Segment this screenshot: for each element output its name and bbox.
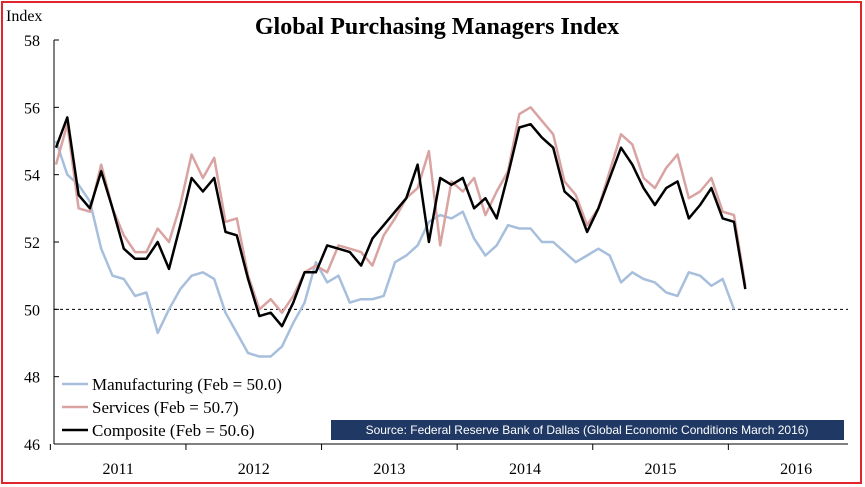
y-tick-label: 52 [24, 235, 40, 252]
services-line [54, 106, 747, 314]
manufacturing-line [54, 140, 736, 358]
x-tick-label: 2012 [238, 461, 270, 478]
source-box [331, 420, 844, 440]
x-tick-label: 2016 [780, 461, 812, 478]
y-axis-ticks: 46 48 50 52 54 56 58 [24, 33, 59, 454]
y-tick-label: 56 [24, 100, 40, 117]
y-tick-label: 50 [24, 302, 40, 319]
y-axis-label: Index [6, 8, 42, 25]
y-tick-label: 48 [24, 370, 40, 387]
series-lines [54, 106, 747, 358]
x-tick-label: 2013 [373, 461, 405, 478]
source-note: Source: Federal Reserve Bank of Dallas (… [366, 423, 809, 437]
y-tick-label: 46 [24, 437, 40, 454]
x-tick-label: 2014 [509, 461, 541, 478]
legend-label-services: Services (Feb = 50.7) [92, 398, 239, 417]
x-tick-label: 2011 [102, 461, 133, 478]
x-axis-ticks: 2011 2012 2013 2014 2015 2016 [49, 444, 812, 478]
legend: Manufacturing (Feb = 50.0) Services (Feb… [62, 375, 282, 440]
x-tick-label: 2015 [645, 461, 677, 478]
legend-label-manufacturing: Manufacturing (Feb = 50.0) [92, 375, 282, 394]
chart-title: Global Purchasing Managers Index [255, 14, 619, 40]
composite-line [54, 116, 747, 328]
y-tick-label: 54 [24, 168, 40, 185]
legend-label-composite: Composite (Feb = 50.6) [92, 421, 255, 440]
y-tick-label: 58 [24, 33, 40, 50]
